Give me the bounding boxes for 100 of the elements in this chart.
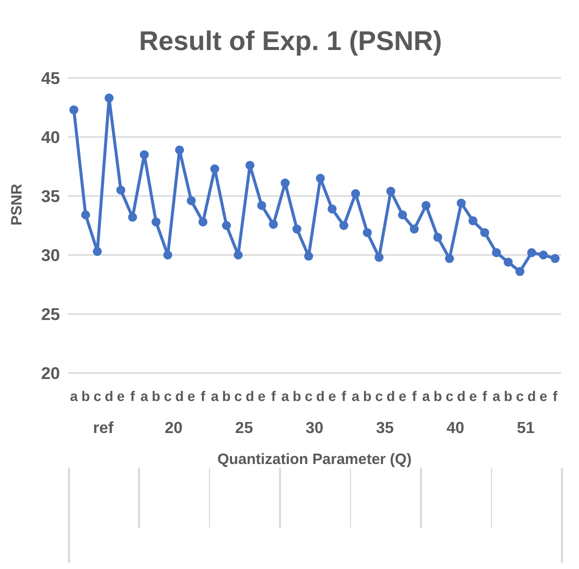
point: [198, 217, 208, 226]
x-tick-label: f: [271, 388, 276, 404]
y-tick-label: 35: [41, 187, 60, 206]
x-tick-label: a: [422, 388, 430, 404]
x-tick-label: d: [316, 388, 325, 404]
text: 20: [164, 420, 183, 437]
point: [515, 267, 524, 276]
point: [422, 200, 431, 210]
x-tick-label: b: [363, 388, 372, 404]
x-axis-title: Quantization Parameter (Q): [217, 451, 412, 468]
y-tick-label: 40: [41, 128, 60, 148]
point: [222, 221, 231, 230]
x-tick-label: f: [412, 388, 417, 404]
x-tick-label: d: [456, 388, 466, 404]
x-tick-label: a: [140, 388, 148, 404]
text: 51: [516, 420, 535, 437]
x-tick-label: b: [504, 388, 512, 404]
x-tick-label: c: [164, 388, 172, 404]
x-tick-label: c: [304, 388, 313, 404]
x-tick-label: c: [446, 388, 454, 404]
x-tick-label: e: [539, 388, 548, 404]
x-tick-label: f: [130, 388, 136, 404]
point: [186, 196, 196, 206]
y-tick-label: 45: [41, 69, 60, 88]
point: [410, 224, 419, 234]
point: [175, 145, 184, 154]
point: [398, 210, 408, 220]
x-tick-label: e: [187, 388, 196, 404]
text: ref: [92, 420, 114, 437]
point: [292, 224, 302, 234]
x-tick-label: e: [398, 388, 407, 404]
x-tick-label: e: [328, 388, 336, 404]
point: [257, 200, 266, 210]
point: [504, 258, 513, 267]
point: [480, 228, 490, 238]
text: 35: [376, 420, 394, 437]
point: [386, 186, 396, 196]
point: [104, 94, 114, 103]
x-tick-label: e: [258, 388, 266, 404]
x-tick-label: c: [234, 388, 242, 404]
text: 30: [306, 420, 324, 437]
y-axis-title: PSNR: [8, 184, 26, 226]
point: [456, 198, 466, 208]
point: [140, 150, 149, 160]
x-tick-label: d: [246, 388, 254, 404]
x-tick-label: a: [210, 388, 219, 404]
text: 40: [446, 420, 464, 437]
point: [492, 248, 501, 258]
x-tick-label: f: [552, 388, 558, 404]
point: [527, 248, 536, 258]
x-tick-label: b: [292, 388, 302, 404]
x-tick-label: c: [516, 388, 524, 404]
point: [316, 174, 325, 183]
y-tick-label: 30: [41, 246, 60, 266]
y-tick-label: 25: [41, 305, 60, 324]
x-tick-label: e: [469, 388, 478, 404]
point: [362, 228, 372, 238]
x-tick-label: d: [175, 388, 184, 404]
x-tick-label: a: [281, 388, 290, 404]
x-tick-label: b: [433, 388, 442, 404]
x-tick-label: e: [116, 388, 125, 404]
point: [92, 246, 102, 256]
point: [128, 212, 138, 222]
x-tick-label: d: [527, 388, 536, 404]
chart-title: Result of Exp. 1 (PSNR): [138, 26, 444, 57]
point: [304, 252, 314, 261]
point: [210, 164, 220, 174]
x-tick-label: c: [93, 388, 102, 404]
point: [351, 189, 360, 198]
x-tick-label: f: [342, 388, 347, 404]
point: [550, 254, 560, 264]
point: [268, 220, 278, 229]
point: [116, 186, 126, 195]
point: [69, 105, 78, 114]
point: [245, 160, 254, 170]
x-tick-label: b: [81, 388, 90, 404]
point: [444, 254, 454, 264]
point: [280, 178, 290, 188]
text: 25: [235, 420, 254, 437]
point: [163, 250, 172, 260]
x-tick-label: a: [352, 388, 360, 404]
point: [468, 216, 478, 226]
x-tick-label: c: [375, 388, 384, 404]
point: [328, 204, 337, 214]
y-tick-label: 20: [41, 364, 60, 384]
x-tick-label: b: [222, 388, 231, 404]
point: [339, 221, 348, 230]
x-tick-label: a: [70, 388, 78, 404]
point: [538, 250, 548, 260]
x-tick-label: f: [200, 388, 206, 404]
x-tick-label: f: [482, 388, 488, 404]
x-tick-label: d: [104, 388, 114, 404]
point: [374, 252, 384, 262]
x-tick-label: d: [386, 388, 396, 404]
point: [81, 210, 90, 220]
point: [152, 217, 161, 226]
x-tick-label: b: [152, 388, 160, 404]
x-tick-label: a: [492, 388, 501, 404]
point: [234, 250, 243, 260]
point: [433, 232, 442, 242]
